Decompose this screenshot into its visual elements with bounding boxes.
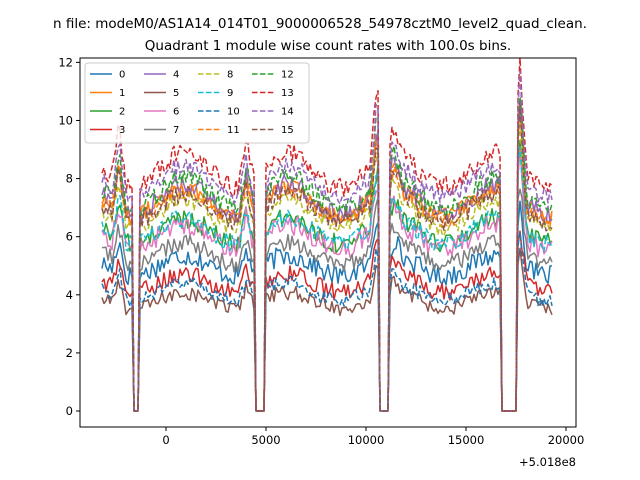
legend-label-11: 11 [227,125,240,136]
series-line-11 [101,116,553,412]
series-line-13 [101,57,553,412]
series-line-9 [101,146,553,412]
x-tick-label: 15000 [448,433,485,447]
series-line-10 [101,231,553,412]
legend-label-13: 13 [281,88,294,99]
series-line-14 [101,70,553,412]
y-tick-label: 10 [58,113,73,127]
y-tick-label: 4 [66,288,73,302]
legend-label-1: 1 [119,88,125,99]
legend-frame [84,62,310,144]
y-tick-label: 12 [58,55,73,69]
x-tick-label: 10000 [348,433,385,447]
legend-label-7: 7 [173,125,179,136]
legend-label-14: 14 [281,107,294,118]
x-tick-label: 5000 [251,433,280,447]
legend-label-2: 2 [119,107,125,118]
legend-label-6: 6 [173,107,179,118]
legend-label-15: 15 [281,125,294,136]
legend-label-10: 10 [227,107,240,118]
series-line-0 [101,200,553,412]
y-axis: 0 2 4 6 8 10 12 [58,55,80,418]
series-line-12 [101,96,553,412]
y-tick-label: 2 [66,346,73,360]
plot-lines [101,57,553,412]
x-axis: 0 5000 10000 15000 20000 [162,427,584,447]
x-offset-label: +5.018e8 [519,455,576,469]
y-tick-label: 6 [66,230,73,244]
legend-label-9: 9 [227,88,233,99]
series-line-15 [101,102,553,412]
series-line-3 [101,230,553,412]
legend-label-5: 5 [173,88,179,99]
axes-frame [79,57,577,428]
y-tick-label: 0 [66,404,73,418]
figure-suptitle: n file: modeM0/AS1A14_014T01_9000006528_… [53,16,587,32]
series-line-6 [101,148,553,412]
chart-title: Quadrant 1 module wise count rates with … [145,38,511,54]
legend-label-12: 12 [281,70,294,81]
legend-label-4: 4 [173,70,179,81]
series-line-5 [101,247,553,412]
legend-label-3: 3 [119,125,125,136]
series-line-7 [101,188,553,412]
x-tick-label: 0 [162,433,169,447]
legend-label-0: 0 [119,70,125,81]
x-tick-label: 20000 [548,433,585,447]
y-tick-label: 8 [66,172,73,186]
legend-label-8: 8 [227,70,233,81]
